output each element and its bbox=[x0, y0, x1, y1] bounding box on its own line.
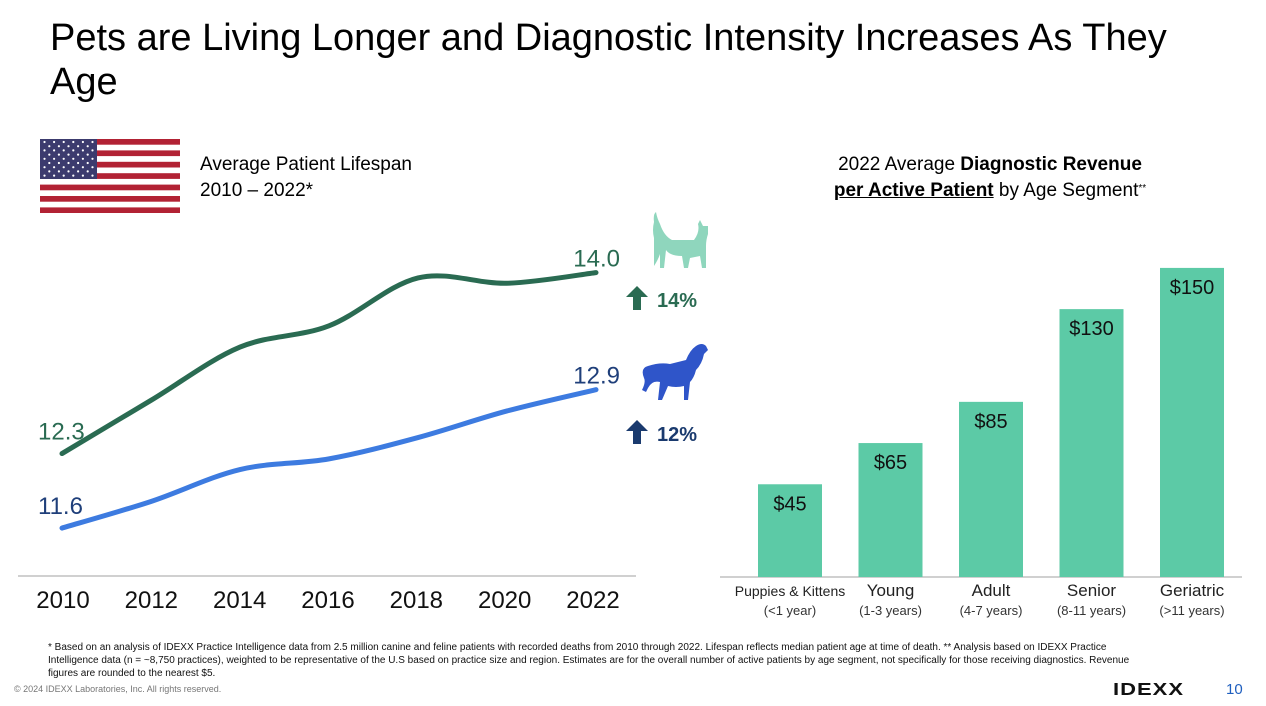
dog-up-arrow-icon bbox=[626, 420, 648, 444]
cat-end-label: 14.0 bbox=[573, 246, 620, 273]
x-tick-label: 2018 bbox=[390, 587, 443, 614]
us-flag-icon bbox=[40, 139, 180, 213]
revenue-bar bbox=[959, 401, 1023, 577]
revenue-header-bold1: Diagnostic Revenue bbox=[960, 154, 1142, 175]
revenue-header-suffix: by Age Segment bbox=[993, 180, 1139, 201]
bar-category-sublabel: (<1 year) bbox=[763, 603, 817, 618]
bar-category-sublabel: (4-7 years) bbox=[959, 603, 1023, 618]
lifespan-header-line1: Average Patient Lifespan bbox=[200, 154, 412, 175]
x-tick-label: 2022 bbox=[566, 587, 619, 614]
x-tick-label: 2010 bbox=[36, 587, 89, 614]
cat-start-label: 12.3 bbox=[38, 419, 85, 446]
bar-category-name: Young bbox=[866, 581, 915, 600]
bar-category-name: Senior bbox=[1066, 581, 1117, 600]
bar-category-name: Adult bbox=[971, 581, 1011, 600]
dog-change-label: 12% bbox=[657, 424, 697, 446]
dog-icon bbox=[642, 344, 708, 400]
bar-category-label: Geriatric (>11 years) bbox=[1132, 581, 1252, 621]
revenue-header: 2022 Average Diagnostic Revenue per Acti… bbox=[760, 152, 1220, 204]
page-title: Pets are Living Longer and Diagnostic In… bbox=[50, 17, 1167, 103]
bar-value-label: $85 bbox=[974, 411, 1007, 433]
x-tick-label: 2012 bbox=[125, 587, 178, 614]
revenue-bar bbox=[758, 484, 822, 577]
dog-lifespan-line bbox=[59, 387, 599, 531]
lifespan-header: Average Patient Lifespan 2010 – 2022* bbox=[200, 152, 412, 204]
revenue-bar bbox=[1059, 309, 1124, 577]
page-number: 10 bbox=[1226, 681, 1243, 698]
revenue-bar bbox=[858, 443, 923, 577]
bar-value-label: $130 bbox=[1069, 318, 1114, 340]
x-tick-label: 2014 bbox=[213, 587, 266, 614]
x-tick-label: 2020 bbox=[478, 587, 531, 614]
idexx-logo: IDEXX bbox=[1113, 679, 1185, 699]
revenue-bar-chart: $45 $65 $85 $130 $150 bbox=[720, 267, 1242, 578]
bar-category-name: Geriatric bbox=[1159, 581, 1225, 600]
bar-category-name: Puppies & Kittens bbox=[734, 583, 846, 599]
bar-category-label: Puppies & Kittens (<1 year) bbox=[730, 581, 850, 621]
lifespan-line-chart: 2010 2012 2014 2016 2018 2020 2022 12.3 14.0 11.… bbox=[18, 212, 708, 614]
bar-value-label: $45 bbox=[773, 493, 806, 515]
revenue-header-sup: ** bbox=[1138, 183, 1147, 194]
cat-change-label: 14% bbox=[657, 290, 697, 312]
cat-up-arrow-icon bbox=[626, 286, 648, 310]
bar-category-label: Senior (8-11 years) bbox=[1032, 581, 1152, 621]
revenue-header-bold2: per Active Patient bbox=[833, 180, 994, 201]
lifespan-header-line2: 2010 – 2022* bbox=[200, 180, 314, 201]
bar-category-label: Young (1-3 years) bbox=[831, 581, 951, 621]
cat-lifespan-line bbox=[59, 270, 599, 457]
copyright: © 2024 IDEXX Laboratories, Inc. All righ… bbox=[14, 684, 222, 694]
revenue-bar bbox=[1160, 267, 1224, 577]
x-tick-label: 2016 bbox=[301, 587, 354, 614]
footnote: * Based on an analysis of IDEXX Practice… bbox=[48, 642, 1130, 679]
dog-end-label: 12.9 bbox=[573, 363, 620, 390]
dog-start-label: 11.6 bbox=[38, 493, 83, 520]
bar-category-sublabel: (1-3 years) bbox=[859, 603, 922, 618]
bar-category-sublabel: (8-11 years) bbox=[1056, 603, 1127, 618]
bar-value-label: $150 bbox=[1170, 277, 1215, 299]
bar-category-sublabel: (>11 years) bbox=[1159, 603, 1225, 618]
bar-category-label: Adult (4-7 years) bbox=[931, 581, 1051, 621]
bar-value-label: $65 bbox=[874, 452, 907, 474]
revenue-header-prefix: 2022 Average bbox=[838, 154, 961, 175]
cat-icon bbox=[653, 212, 708, 268]
